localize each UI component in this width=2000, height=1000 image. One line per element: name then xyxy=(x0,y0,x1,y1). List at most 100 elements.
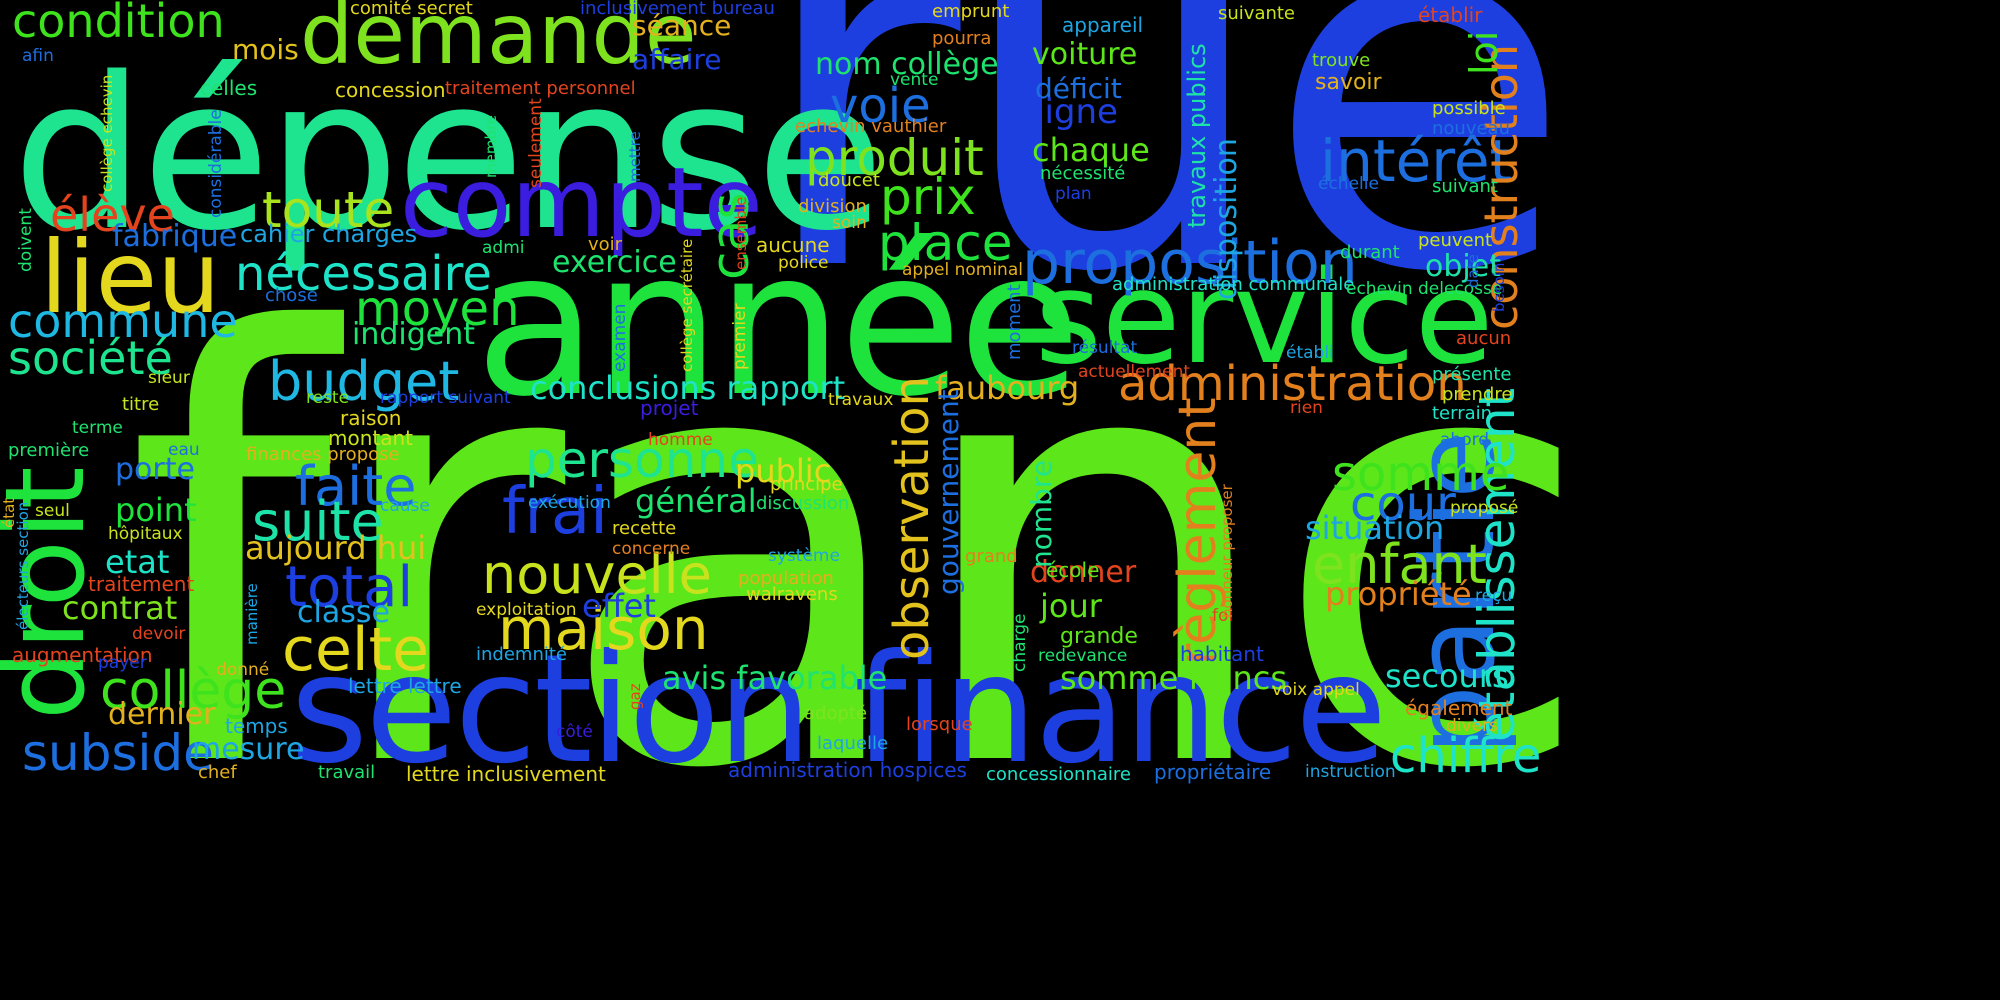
word-college-echevin: collège echevin xyxy=(98,74,116,192)
word-total: total xyxy=(285,555,414,620)
word-college: collège xyxy=(100,661,287,721)
word-cote: côté xyxy=(556,722,593,742)
word-prendre: prendre xyxy=(1442,384,1513,405)
word-mois: mois xyxy=(232,33,299,66)
word-necessaire: nécessaire xyxy=(235,246,492,302)
word-chiffre: chiffre xyxy=(1390,728,1542,784)
word-cause: cause xyxy=(380,496,430,516)
word-actuellement: actuellement xyxy=(1078,362,1191,382)
word-payer: payer xyxy=(98,653,147,673)
word-membre: membre xyxy=(482,114,500,178)
word-propose: proposé xyxy=(1450,498,1519,518)
word-homme: homme xyxy=(648,430,713,450)
word-donner: donner xyxy=(1030,555,1137,590)
word-finances-propose: finances propose xyxy=(246,444,400,465)
word-dernier: dernier xyxy=(108,697,216,732)
word-savoir: savoir xyxy=(1315,70,1382,95)
word-etabli: établi xyxy=(1286,343,1334,363)
word-chef: chef xyxy=(198,762,237,783)
word-reste: reste xyxy=(306,388,350,408)
word-frai: frai xyxy=(502,475,608,549)
word-nom-college: nom collège xyxy=(815,47,999,82)
word-echevin-delecosse: echevin delecosse xyxy=(1346,279,1503,299)
word-afin: afin xyxy=(22,46,54,66)
word-devoir: devoir xyxy=(132,624,186,644)
word-chose: chose xyxy=(265,285,318,306)
word-premiere: première xyxy=(8,440,90,461)
word-divers: divers xyxy=(1446,716,1498,736)
word-admi: admi xyxy=(482,238,525,258)
word-mettre: mettre xyxy=(626,131,644,182)
word-doucet: doucet xyxy=(818,170,880,191)
word-walravens: walravens xyxy=(746,584,838,605)
word-seulement: seulement xyxy=(526,98,546,188)
word-somme: somme xyxy=(1332,446,1510,502)
word-travail: travail xyxy=(318,762,376,783)
word-terrain: terrain xyxy=(1432,403,1493,424)
word-cahier-charges: cahier charges xyxy=(240,220,418,248)
word-nouvelle: nouvelle xyxy=(482,543,712,606)
word-suite: suite xyxy=(252,490,384,553)
word-voiture: voiture xyxy=(1032,37,1138,72)
word-recu: reçu xyxy=(1475,586,1513,606)
word-commune: commune xyxy=(8,294,238,348)
word-honneur-proposer: honneur proposer xyxy=(1218,484,1236,618)
word-suivante: suivante xyxy=(1218,3,1296,24)
word-terme: terme xyxy=(72,418,123,438)
word-celles: celles xyxy=(200,76,258,100)
word-general: général xyxy=(635,482,757,520)
word-traitement-personnel: traitement personnel xyxy=(445,78,636,99)
word-etat: etat xyxy=(105,543,170,581)
word-service: service xyxy=(1035,244,1494,393)
word-lieu: lieu xyxy=(40,219,221,336)
word-vente: vente xyxy=(890,70,939,90)
word-maniere: manière xyxy=(243,583,261,645)
word-fabrique: fabrique xyxy=(112,219,238,254)
word-laquelle: laquelle xyxy=(817,733,889,754)
word-maison: maison xyxy=(498,595,709,663)
word-augmentation: augmentation xyxy=(12,643,153,667)
word-proprietaire: propriétaire xyxy=(1154,760,1272,784)
word-conclusions-rapport: conclusions rapport xyxy=(530,369,846,407)
word-division: division xyxy=(798,196,867,217)
word-concession: concession xyxy=(335,78,446,102)
word-gaz: gaz xyxy=(626,683,644,710)
word-doivent: doivent xyxy=(16,208,36,272)
word-aucune: aucune xyxy=(756,233,830,257)
word-societe: société xyxy=(8,331,173,385)
word-moyen: moyen xyxy=(355,281,520,337)
word-loi: loi xyxy=(1462,30,1506,75)
word-voix-appel: voix appel xyxy=(1272,680,1360,700)
word-echevin-vauthier: echevin vauthier xyxy=(795,116,947,137)
word-annee: année xyxy=(475,208,1081,441)
word-raison: raison xyxy=(340,406,402,430)
word-date: date xyxy=(1464,254,1482,288)
word-cour: cour xyxy=(1350,476,1456,532)
word-hopitaux: hôpitaux xyxy=(108,524,183,544)
word-concerne: concerne xyxy=(612,539,691,559)
word-toute: toute xyxy=(262,181,395,239)
word-contrat: contrat xyxy=(62,589,178,627)
word-sieur: sieur xyxy=(148,368,190,388)
word-presente: présente xyxy=(1432,364,1512,385)
word-moment: moment xyxy=(1004,284,1025,360)
word-instruction: instruction xyxy=(1305,762,1396,782)
word-eleve: élève xyxy=(50,188,175,242)
word-police: police xyxy=(778,253,829,273)
word-demande: demande xyxy=(300,0,697,83)
word-inclusivement-bureau: inclusivement bureau xyxy=(580,0,775,19)
word-prix: prix xyxy=(880,168,976,226)
word-redevance: redevance xyxy=(1038,646,1128,666)
word-lorsque: lorsque xyxy=(906,714,973,735)
word-enfant: enfant xyxy=(1312,533,1487,596)
word-voie: voie xyxy=(830,78,931,134)
word-appel-nominal: appel nominal xyxy=(902,260,1023,280)
word-egalement: également xyxy=(1405,696,1513,720)
word-exploitation: exploitation xyxy=(476,600,577,620)
word-possible: possible xyxy=(1432,98,1506,119)
word-discussion: discussion xyxy=(756,493,850,514)
word-avis-favorable: avis favorable xyxy=(662,659,888,697)
word-necessite: nécessité xyxy=(1040,163,1126,184)
word-proposition: proposition xyxy=(1022,228,1358,298)
word-interet: intérêt xyxy=(1320,127,1513,195)
